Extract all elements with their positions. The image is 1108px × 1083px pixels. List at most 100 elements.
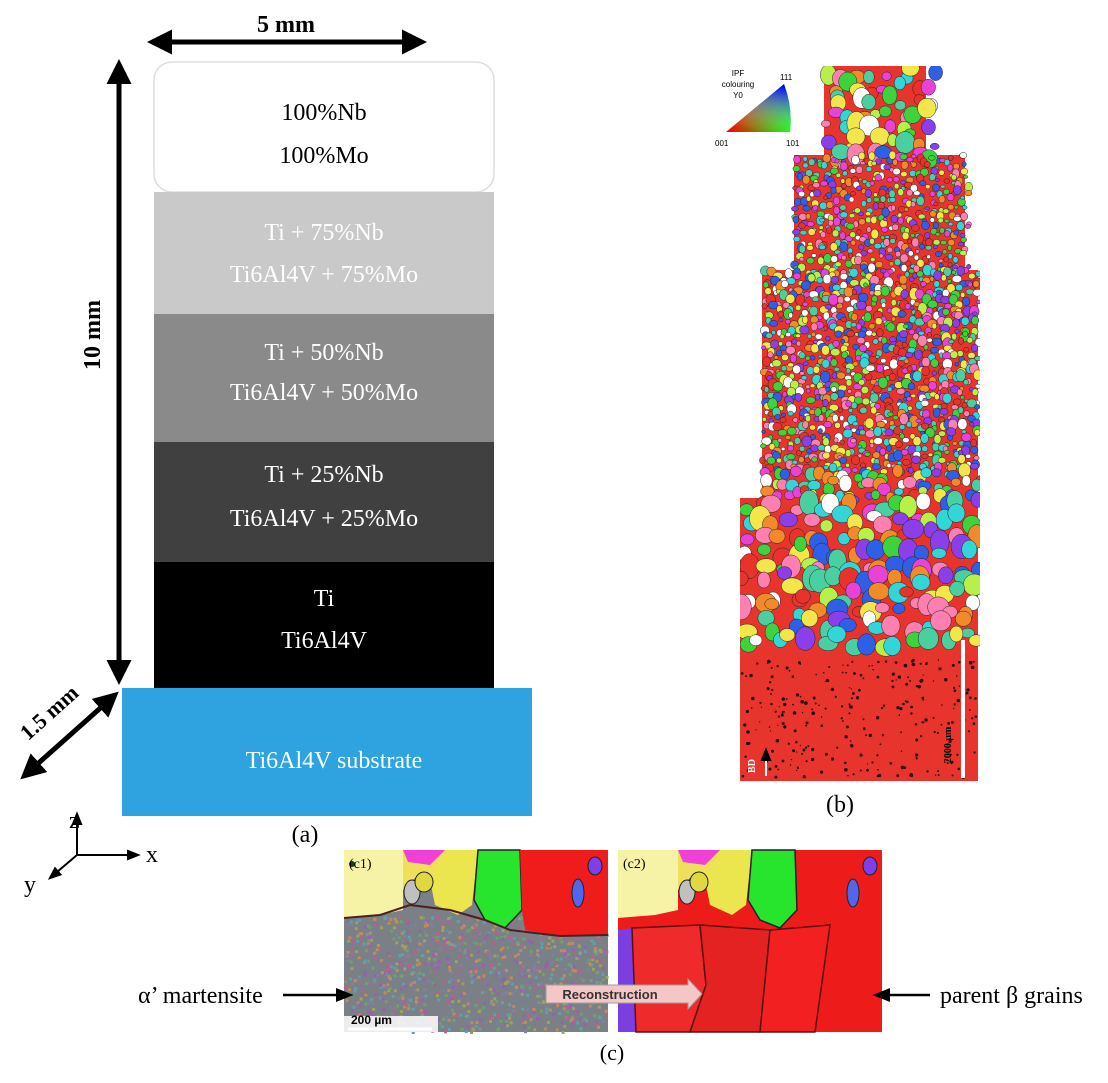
martensite-speckle xyxy=(591,955,595,959)
ebsd-grain xyxy=(858,344,868,353)
ebsd-grain xyxy=(787,445,794,452)
ebsd-grain xyxy=(856,300,867,311)
martensite-speckle xyxy=(503,955,507,959)
ebsd-speckle xyxy=(956,753,959,756)
ebsd-grain xyxy=(801,315,809,324)
ebsd-speckle xyxy=(845,725,849,729)
martensite-speckle xyxy=(524,928,527,932)
martensite-speckle xyxy=(568,973,572,977)
ebsd-grain xyxy=(795,626,816,651)
martensite-speckle xyxy=(504,981,508,985)
ebsd-grain xyxy=(740,593,752,621)
ebsd-grain xyxy=(768,443,776,451)
ebsd-grain xyxy=(972,288,980,297)
martensite-speckle xyxy=(509,1022,513,1026)
martensite-speckle xyxy=(374,951,378,955)
ebsd-grain xyxy=(879,447,887,456)
ebsd-grain xyxy=(845,449,852,457)
ebsd-speckle xyxy=(774,710,777,713)
martensite-speckle xyxy=(354,927,358,931)
martensite-speckle xyxy=(388,970,392,974)
martensite-speckle xyxy=(427,957,431,961)
ebsd-grain xyxy=(968,272,976,280)
martensite-speckle xyxy=(513,954,517,958)
ebsd-grain xyxy=(933,270,942,281)
martensite-speckle xyxy=(495,936,499,940)
ebsd-grain xyxy=(839,161,849,171)
ebsd-grain xyxy=(931,370,937,376)
martensite-speckle xyxy=(583,1023,587,1027)
ebsd-speckle xyxy=(891,672,895,676)
martensite-speckle xyxy=(373,956,377,960)
martensite-speckle xyxy=(535,968,539,972)
ebsd-speckle xyxy=(878,773,882,778)
martensite-speckle xyxy=(401,993,405,997)
martensite-speckle xyxy=(530,974,534,978)
ebsd-speckle xyxy=(812,696,816,700)
ebsd-grain xyxy=(893,76,906,91)
martensite-speckle xyxy=(401,944,405,948)
ebsd-grain xyxy=(884,254,894,261)
martensite-speckle xyxy=(398,954,402,958)
ebsd-speckle xyxy=(770,666,773,670)
martensite-speckle xyxy=(501,956,505,960)
ebsd-grain xyxy=(840,178,846,184)
ebsd-grain xyxy=(830,392,839,401)
ebsd-grain xyxy=(846,127,866,146)
ebsd-grain xyxy=(891,223,899,231)
ebsd-grain xyxy=(970,446,979,455)
martensite-speckle xyxy=(393,974,397,978)
ebsd-grain xyxy=(888,261,895,267)
ebsd-speckle xyxy=(969,696,972,700)
ebsd-grain xyxy=(933,201,939,206)
ebsd-grain xyxy=(951,270,957,275)
martensite-speckle xyxy=(481,940,485,944)
ebsd-grain xyxy=(906,365,913,373)
martensite-speckle xyxy=(533,964,537,968)
reconstruction-label: Reconstruction xyxy=(562,987,657,1002)
ebsd-grain xyxy=(803,361,809,366)
caption-b: (b) xyxy=(826,792,854,818)
ebsd-grain xyxy=(874,173,882,182)
ebsd-grain xyxy=(832,413,839,423)
martensite-speckle xyxy=(423,988,427,991)
ebsd-speckle xyxy=(897,675,902,679)
martensite-speckle xyxy=(362,961,366,964)
martensite-speckle xyxy=(549,946,552,950)
parent-grains-annotation: parent β grains xyxy=(940,983,1083,1009)
martensite-speckle xyxy=(567,942,571,946)
ebsd-speckle xyxy=(911,662,916,667)
ebsd-grain xyxy=(892,176,900,183)
martensite-speckle xyxy=(520,992,524,996)
ebsd-grain xyxy=(804,457,811,464)
ebsd-speckle xyxy=(768,726,771,728)
martensite-speckle xyxy=(478,1018,482,1022)
martensite-speckle xyxy=(527,969,531,972)
martensite-speckle xyxy=(458,949,462,952)
martensite-speckle xyxy=(435,966,439,970)
ebsd-speckle xyxy=(904,700,907,703)
ebsd-grain xyxy=(967,281,973,288)
martensite-speckle xyxy=(405,919,409,923)
ebsd-grain xyxy=(803,513,821,527)
ebsd-grain xyxy=(848,213,856,219)
ebsd-grain xyxy=(764,287,772,295)
ebsd-grain xyxy=(779,468,791,480)
ebsd-grain xyxy=(946,427,957,437)
martensite-speckle xyxy=(442,936,446,940)
ebsd-grain xyxy=(963,346,970,353)
ebsd-grain xyxy=(812,204,819,211)
ebsd-grain xyxy=(952,318,960,328)
ebsd-speckle xyxy=(946,743,949,746)
martensite-speckle xyxy=(509,935,513,939)
ebsd-speckle xyxy=(900,750,903,752)
ebsd-grain xyxy=(961,475,971,487)
ebsd-grain xyxy=(903,207,909,212)
ebsd-speckle xyxy=(848,712,851,715)
ebsd-speckle xyxy=(804,746,808,749)
ebsd-grain xyxy=(965,594,980,611)
martensite-speckle xyxy=(524,974,528,978)
martensite-speckle xyxy=(384,1000,388,1004)
martensite-speckle xyxy=(412,980,416,984)
martensite-speckle xyxy=(400,1010,404,1013)
